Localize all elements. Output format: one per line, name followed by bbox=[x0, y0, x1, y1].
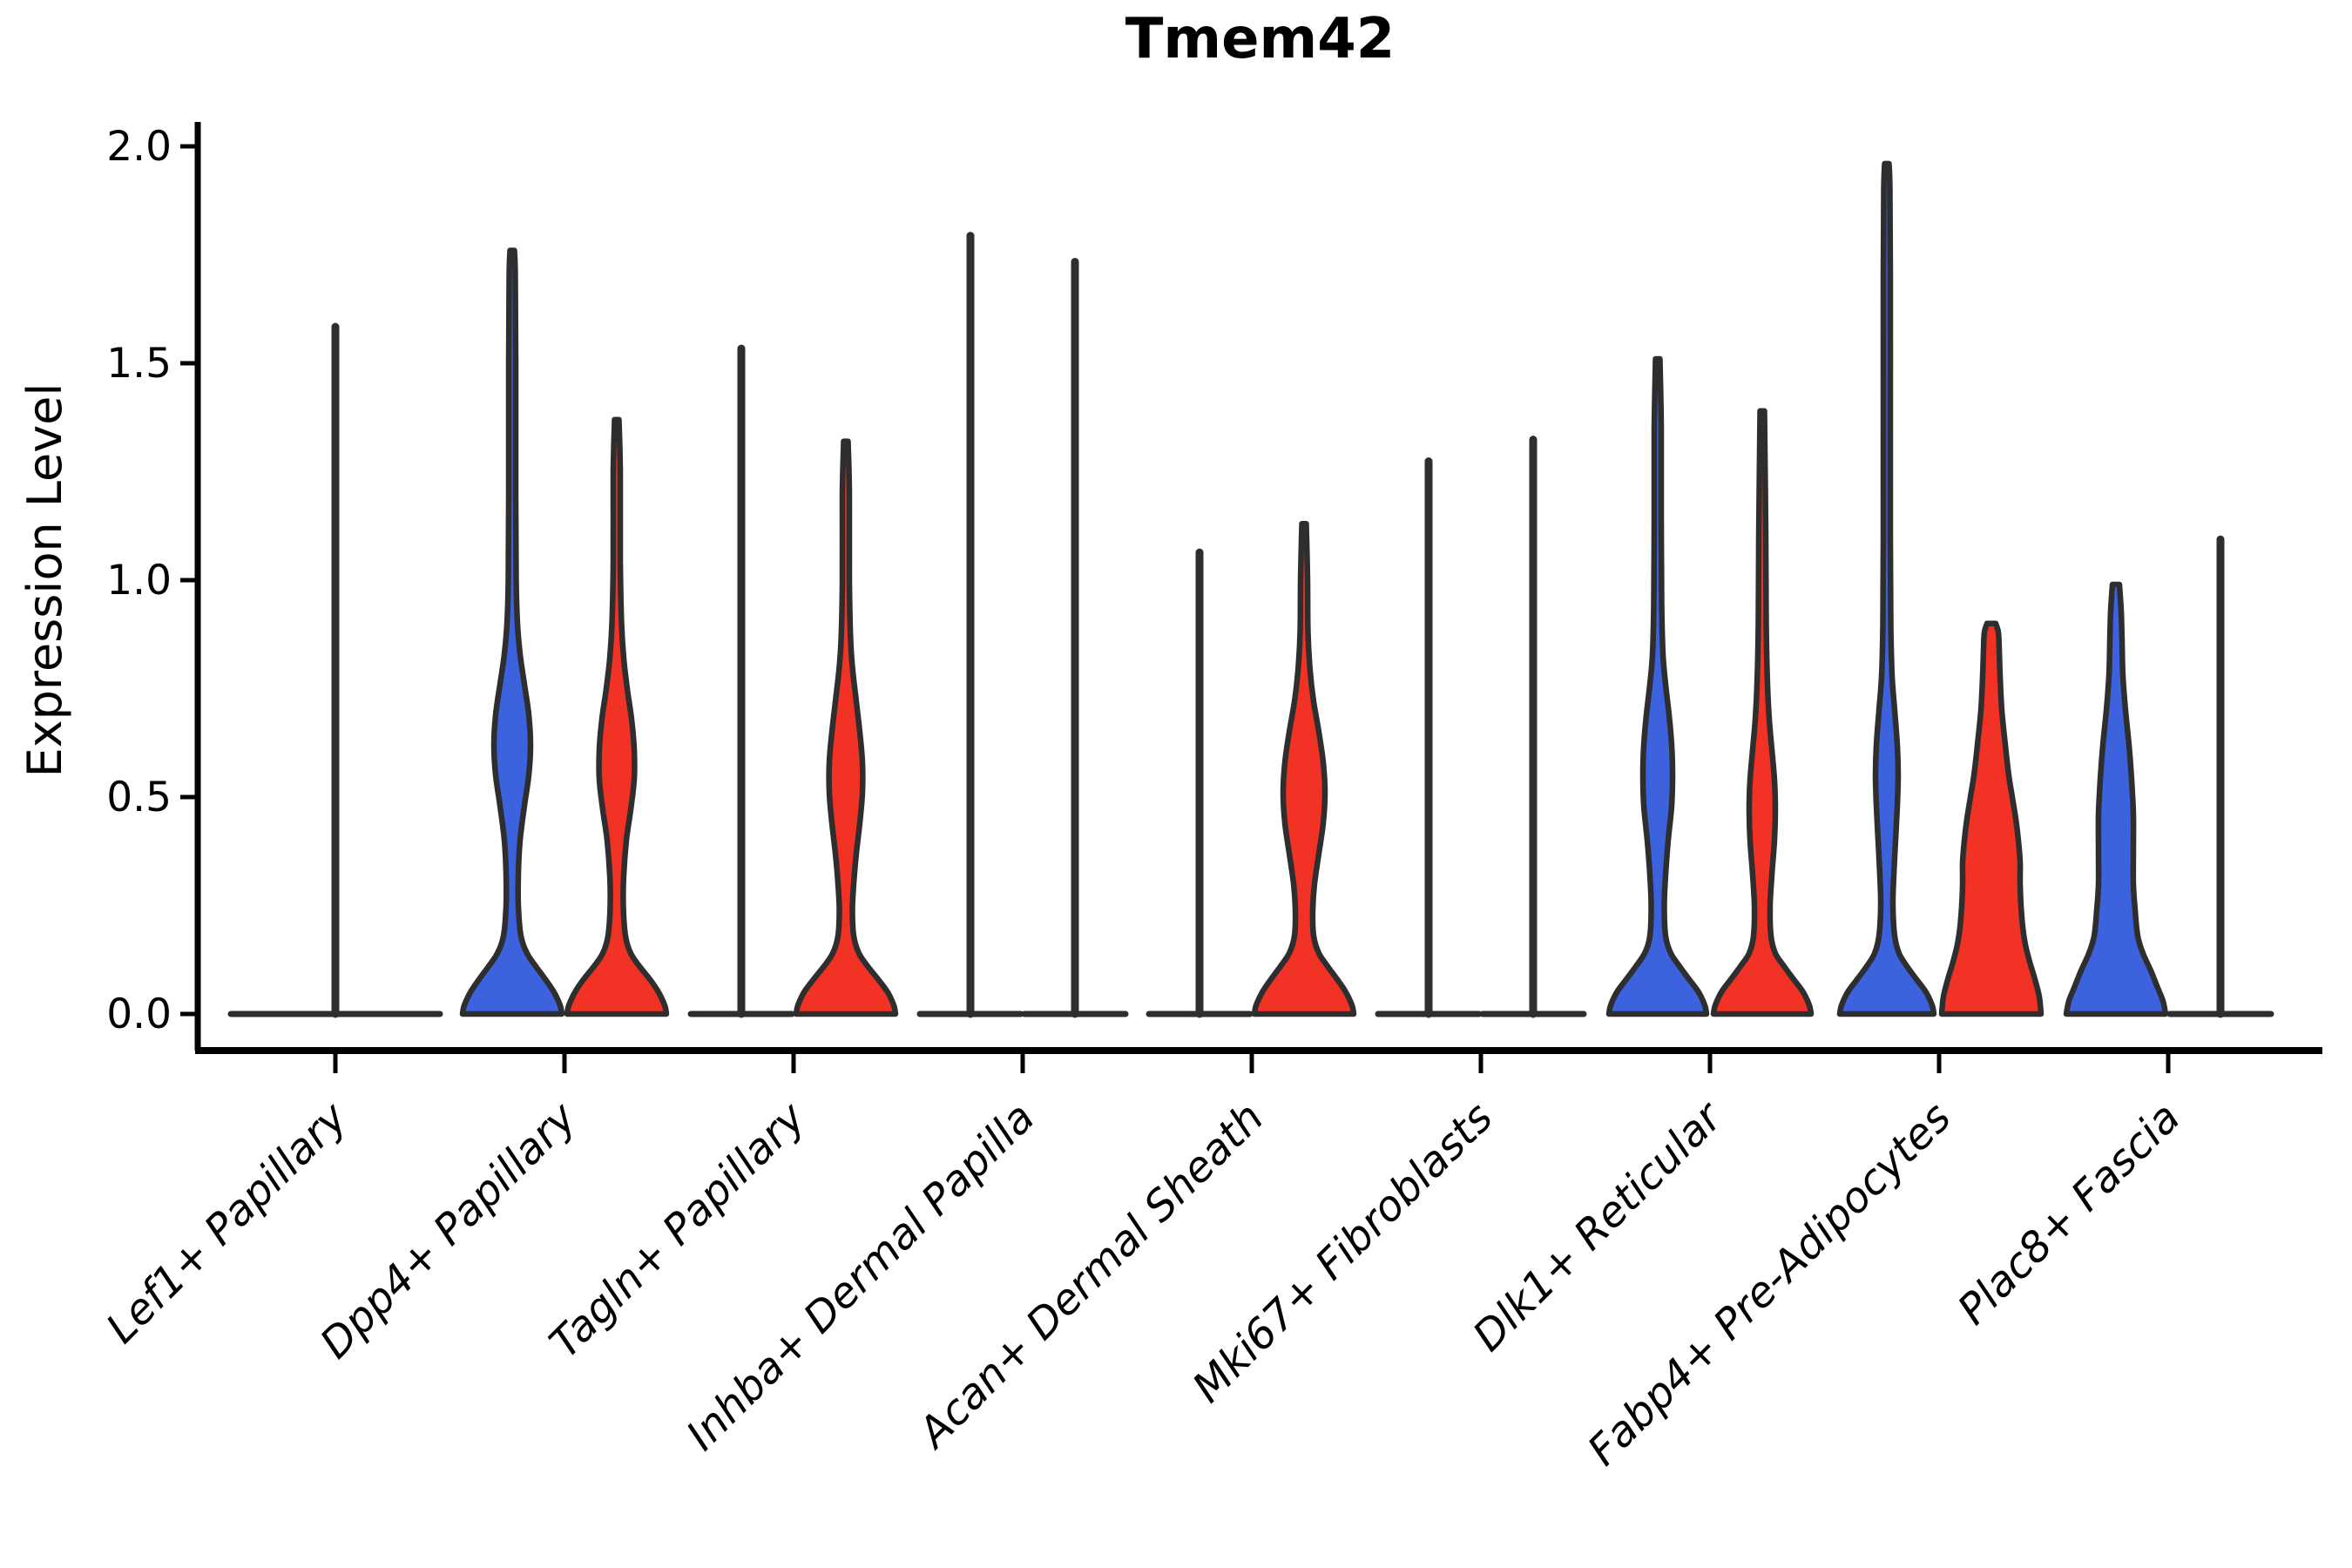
x-tick-label: Fabp4+ Pre-Adipocytes bbox=[1578, 1093, 1961, 1476]
y-tick-label: 0.0 bbox=[106, 990, 172, 1038]
violin-body-blue bbox=[1836, 160, 1937, 1017]
x-tick-label: Tagln+ Papillary bbox=[540, 1092, 815, 1368]
violin-body-red bbox=[1938, 620, 2044, 1017]
violin-body-red bbox=[564, 416, 670, 1017]
x-tick-label: Dpp4+ Papillary bbox=[311, 1092, 586, 1368]
violin-body-blue bbox=[1605, 355, 1710, 1017]
y-axis-title: Expression Level bbox=[17, 382, 72, 778]
y-tick-label: 2.0 bbox=[106, 123, 172, 171]
violin-body-red bbox=[793, 438, 899, 1017]
y-tick-label: 1.0 bbox=[106, 557, 172, 605]
y-tick-label: 0.5 bbox=[106, 774, 172, 821]
violin-body-red bbox=[1251, 521, 1357, 1017]
x-tick-label: Dlk1+ Reticular bbox=[1463, 1092, 1734, 1362]
x-tick-label: Lef1+ Papillary bbox=[97, 1092, 357, 1353]
x-tick-label: Plac8+ Fascia bbox=[1949, 1093, 2190, 1335]
violin-body-blue bbox=[2063, 581, 2169, 1017]
violin-body-blue bbox=[459, 247, 565, 1017]
violin-body-red bbox=[1710, 408, 1815, 1017]
chart-title: Tmem42 bbox=[1125, 7, 1396, 71]
y-tick-label: 1.5 bbox=[106, 340, 172, 388]
